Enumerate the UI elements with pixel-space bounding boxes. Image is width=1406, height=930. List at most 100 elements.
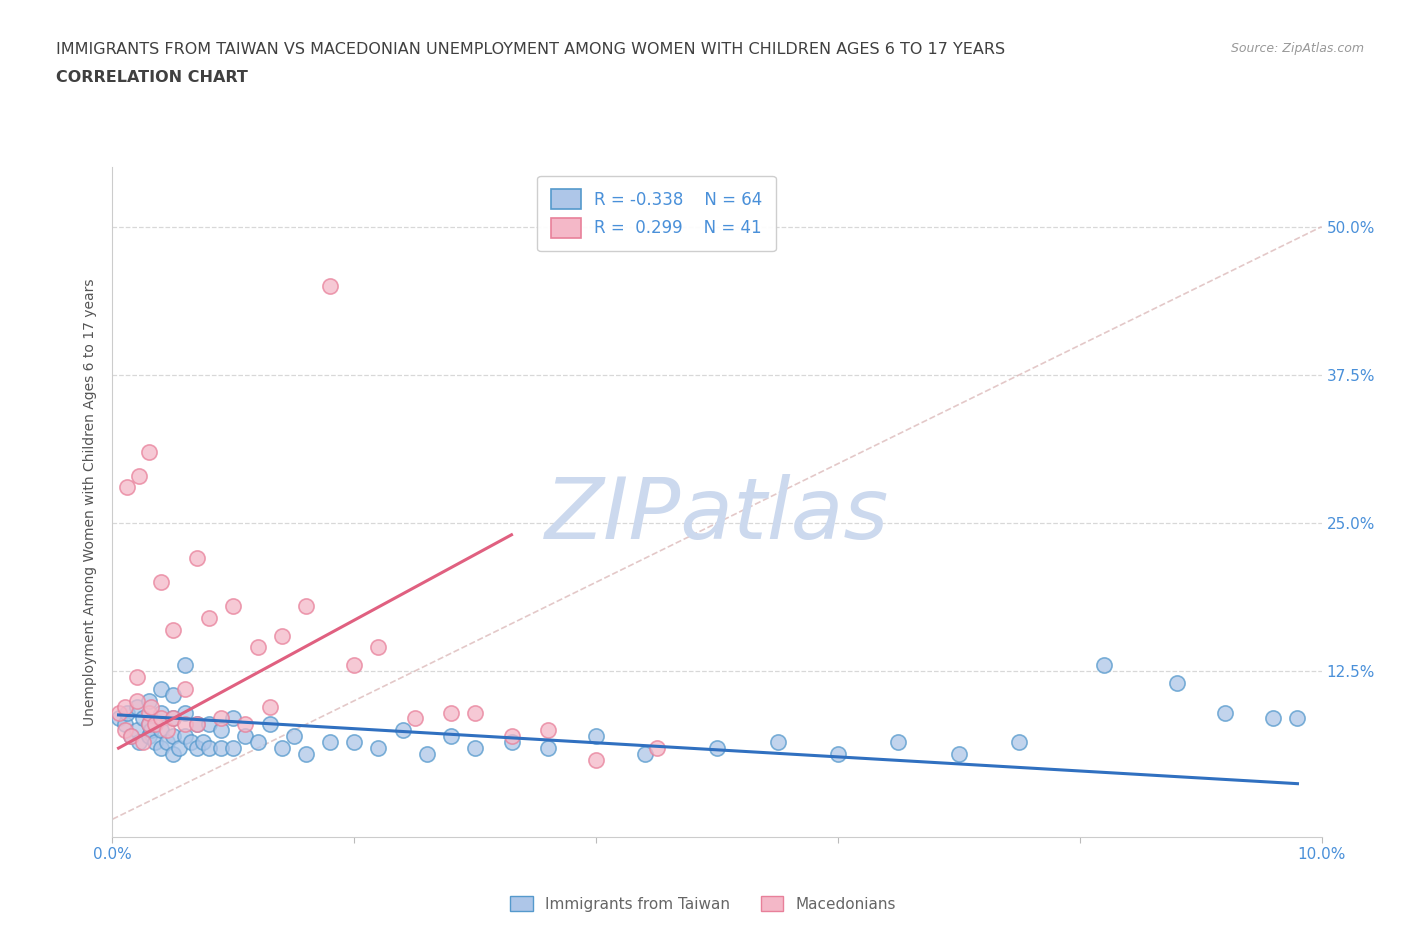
Point [156,723,179,737]
Point [107,711,129,726]
Point [1213,705,1236,720]
Point [343,735,366,750]
Point [222,711,245,726]
Point [235,717,257,732]
Point [1008,735,1031,750]
Y-axis label: Unemployment Among Women with Children Ages 6 to 17 years: Unemployment Among Women with Children A… [83,278,97,726]
Point [114,723,136,737]
Point [633,747,655,762]
Point [115,480,138,495]
Point [120,729,142,744]
Point [162,729,184,744]
Point [319,278,342,293]
Point [537,740,560,755]
Point [1092,658,1115,672]
Point [114,699,136,714]
Point [367,640,389,655]
Point [766,735,789,750]
Point [174,717,197,732]
Point [283,729,305,744]
Point [186,717,208,732]
Point [180,735,202,750]
Point [138,705,160,720]
Point [143,717,166,732]
Point [440,705,463,720]
Point [198,717,221,732]
Point [404,711,426,726]
Point [149,711,172,726]
Point [259,717,281,732]
Point [270,740,292,755]
Point [125,723,148,737]
Point [186,717,208,732]
Point [149,682,172,697]
Point [141,699,163,714]
Point [1166,675,1188,690]
Point [120,729,142,744]
Point [706,740,728,755]
Point [209,711,232,726]
Point [174,705,197,720]
Point [198,610,221,625]
Point [149,740,172,755]
Point [149,723,172,737]
Point [222,740,245,755]
Point [162,711,184,726]
Point [259,699,281,714]
Point [174,658,197,672]
Point [198,740,221,755]
Point [464,740,486,755]
Text: IMMIGRANTS FROM TAIWAN VS MACEDONIAN UNEMPLOYMENT AMONG WOMEN WITH CHILDREN AGES: IMMIGRANTS FROM TAIWAN VS MACEDONIAN UNE… [56,42,1005,57]
Text: CORRELATION CHART: CORRELATION CHART [56,70,247,85]
Point [114,717,136,732]
Point [115,705,138,720]
Point [138,717,160,732]
Point [391,723,413,737]
Point [149,705,172,720]
Point [645,740,668,755]
Point [162,622,184,637]
Point [209,740,232,755]
Point [343,658,366,672]
Point [887,735,910,750]
Point [162,747,184,762]
Point [246,735,269,750]
Point [107,705,129,720]
Point [162,711,184,726]
Point [537,723,560,737]
Point [138,693,160,708]
Point [138,717,160,732]
Point [132,711,155,726]
Point [246,640,269,655]
Point [319,735,342,750]
Point [128,468,150,483]
Point [167,740,190,755]
Point [132,735,155,750]
Point [585,729,607,744]
Point [125,693,148,708]
Point [367,740,389,755]
Point [209,723,232,737]
Point [222,599,245,614]
Point [295,747,318,762]
Point [174,729,197,744]
Point [174,682,197,697]
Point [138,445,160,459]
Point [1286,711,1309,726]
Point [416,747,439,762]
Legend: Immigrants from Taiwan, Macedonians: Immigrants from Taiwan, Macedonians [503,889,903,918]
Point [501,729,523,744]
Point [125,670,148,684]
Point [143,735,166,750]
Point [186,740,208,755]
Point [464,705,486,720]
Point [235,729,257,744]
Text: ZIPatlas: ZIPatlas [546,474,889,557]
Point [141,723,163,737]
Legend: R = -0.338    N = 64, R =  0.299    N = 41: R = -0.338 N = 64, R = 0.299 N = 41 [537,176,776,251]
Text: Source: ZipAtlas.com: Source: ZipAtlas.com [1230,42,1364,55]
Point [501,735,523,750]
Point [270,628,292,643]
Point [186,551,208,566]
Point [440,729,463,744]
